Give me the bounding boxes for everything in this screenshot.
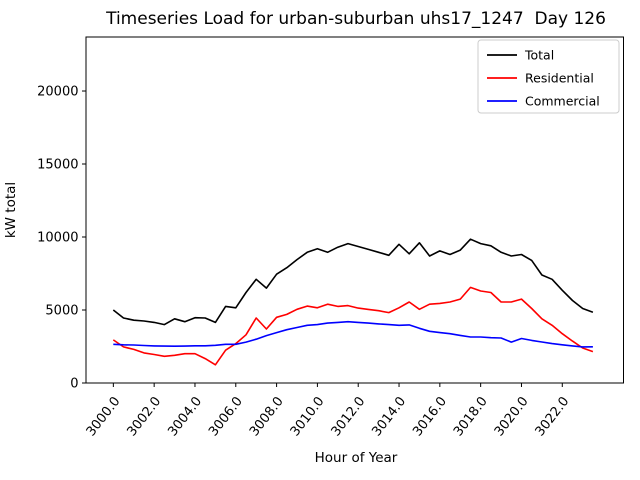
legend-label-commercial: Commercial (525, 94, 600, 109)
y-tick-label: 10000 (37, 231, 78, 246)
x-tick-label: 3022.0 (533, 394, 573, 439)
y-axis-label: kW total (3, 182, 19, 238)
x-tick-label: 3012.0 (329, 394, 369, 439)
x-tick-label: 3002.0 (124, 394, 164, 439)
x-tick-label: 3000.0 (84, 394, 124, 439)
legend-box (477, 39, 620, 114)
x-tick-label: 3016.0 (410, 394, 450, 439)
series-line-residential (112, 286, 594, 366)
x-axis-label: Hour of Year (315, 450, 398, 466)
x-tick-label: 3004.0 (165, 394, 205, 439)
y-tick-label: 20000 (37, 85, 78, 100)
x-tick-label: 3010.0 (288, 394, 328, 439)
chart-title: Timeseries Load for urban-suburban uhs17… (105, 9, 606, 29)
y-tick-label: 15000 (37, 158, 78, 173)
series-line-commercial (113, 320, 593, 348)
y-tick-label: 0 (70, 377, 78, 392)
y-tick-label: 5000 (45, 304, 78, 319)
legend: Total Residential Commercial (477, 39, 620, 114)
legend-label-total: Total (524, 48, 554, 63)
x-tick-label: 3008.0 (247, 394, 287, 439)
x-tick-label: 3006.0 (206, 394, 246, 439)
x-tick-label: 3020.0 (492, 394, 532, 439)
x-tick-label: 3014.0 (369, 394, 409, 439)
axes-frame (85, 36, 624, 384)
series-line-total (112, 238, 594, 326)
legend-label-residential: Residential (525, 71, 594, 86)
x-tick-label: 3018.0 (451, 394, 491, 439)
